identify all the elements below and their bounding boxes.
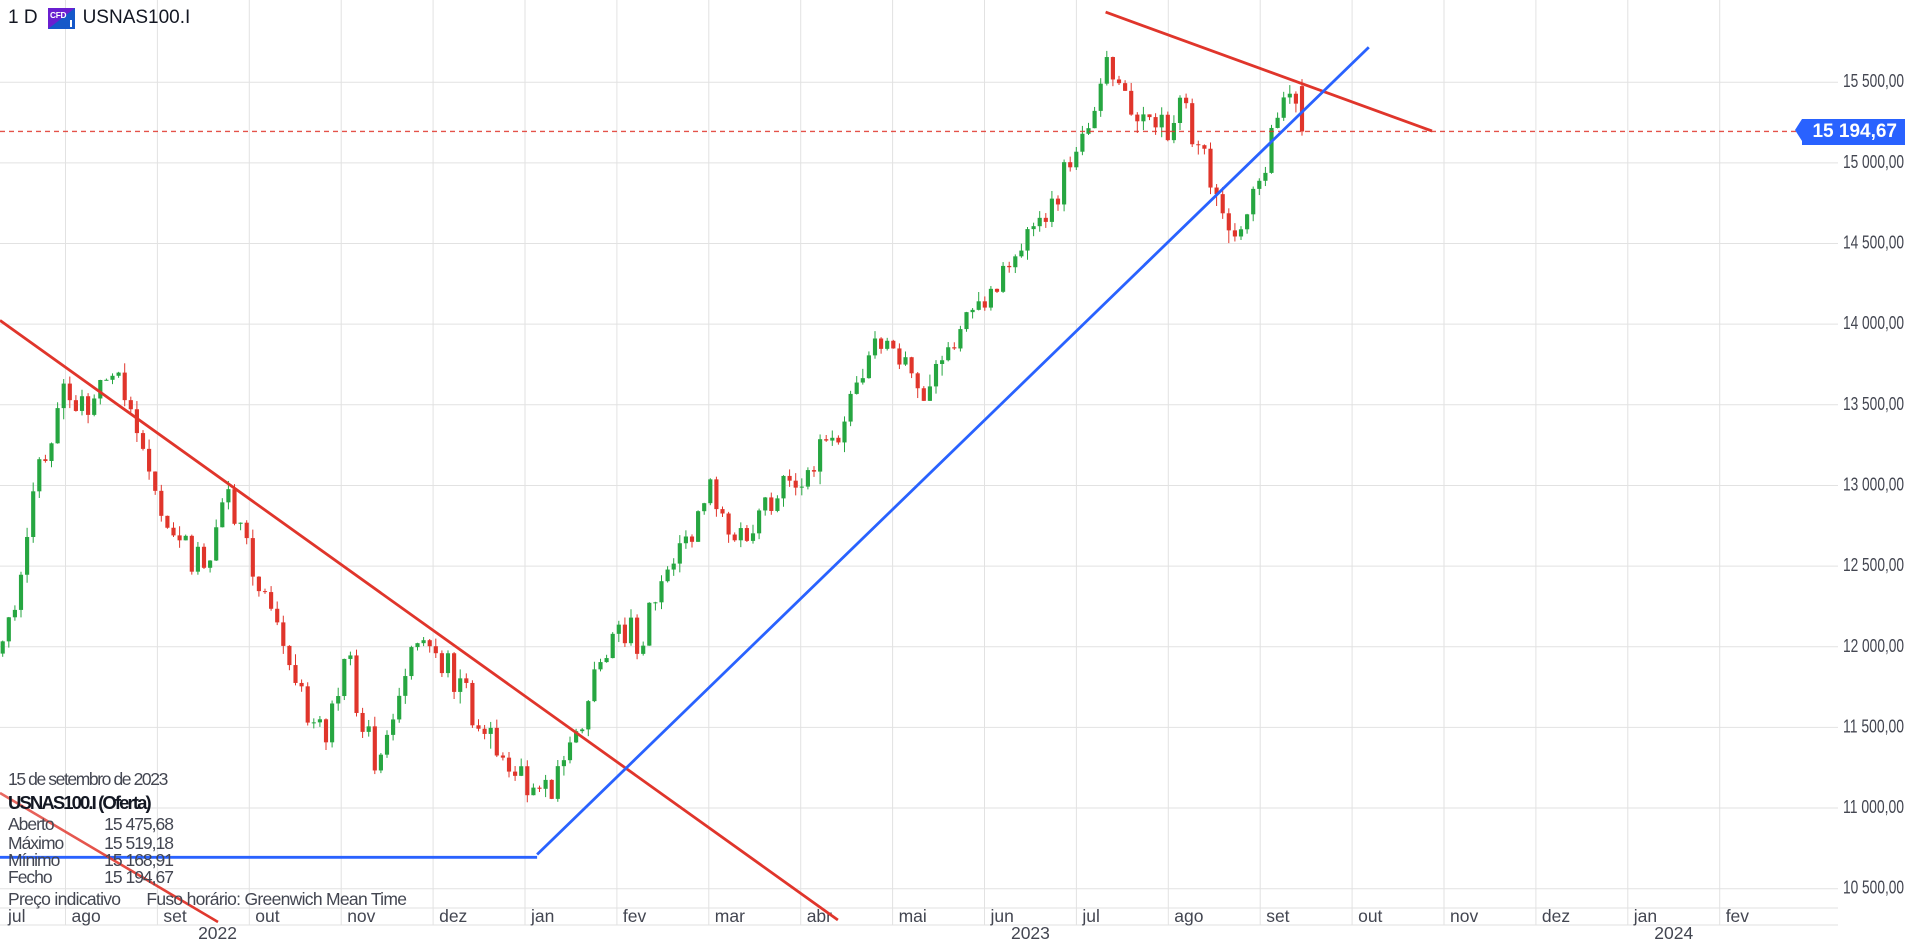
svg-text:fev: fev xyxy=(623,906,647,926)
svg-text:15 500,00: 15 500,00 xyxy=(1843,71,1904,91)
svg-text:11 500,00: 11 500,00 xyxy=(1843,716,1904,736)
svg-text:11 000,00: 11 000,00 xyxy=(1843,797,1904,817)
svg-text:12 000,00: 12 000,00 xyxy=(1843,636,1904,656)
svg-text:abr: abr xyxy=(807,906,832,926)
svg-text:2022: 2022 xyxy=(198,923,237,942)
svg-text:2023: 2023 xyxy=(1011,923,1050,942)
svg-text:CFD: CFD xyxy=(50,10,66,20)
svg-text:12 500,00: 12 500,00 xyxy=(1843,555,1904,575)
svg-text:ago: ago xyxy=(1174,906,1203,926)
svg-text:15 000,00: 15 000,00 xyxy=(1843,152,1904,172)
svg-text:jan: jan xyxy=(530,906,554,926)
svg-text:dez: dez xyxy=(1542,906,1570,926)
svg-text:jul: jul xyxy=(1081,906,1100,926)
svg-text:10 500,00: 10 500,00 xyxy=(1843,878,1904,898)
svg-text:dez: dez xyxy=(439,906,467,926)
svg-text:fev: fev xyxy=(1726,906,1750,926)
svg-text:mai: mai xyxy=(899,906,927,926)
svg-text:nov: nov xyxy=(1450,906,1478,926)
svg-text:14 000,00: 14 000,00 xyxy=(1843,313,1904,333)
svg-text:set: set xyxy=(1266,906,1289,926)
svg-text:13 500,00: 13 500,00 xyxy=(1843,394,1904,414)
svg-text:13 000,00: 13 000,00 xyxy=(1843,474,1904,494)
svg-text:mar: mar xyxy=(715,906,745,926)
svg-text:out: out xyxy=(1358,906,1382,926)
svg-text:14 500,00: 14 500,00 xyxy=(1843,233,1904,253)
svg-text:2024: 2024 xyxy=(1654,923,1693,942)
